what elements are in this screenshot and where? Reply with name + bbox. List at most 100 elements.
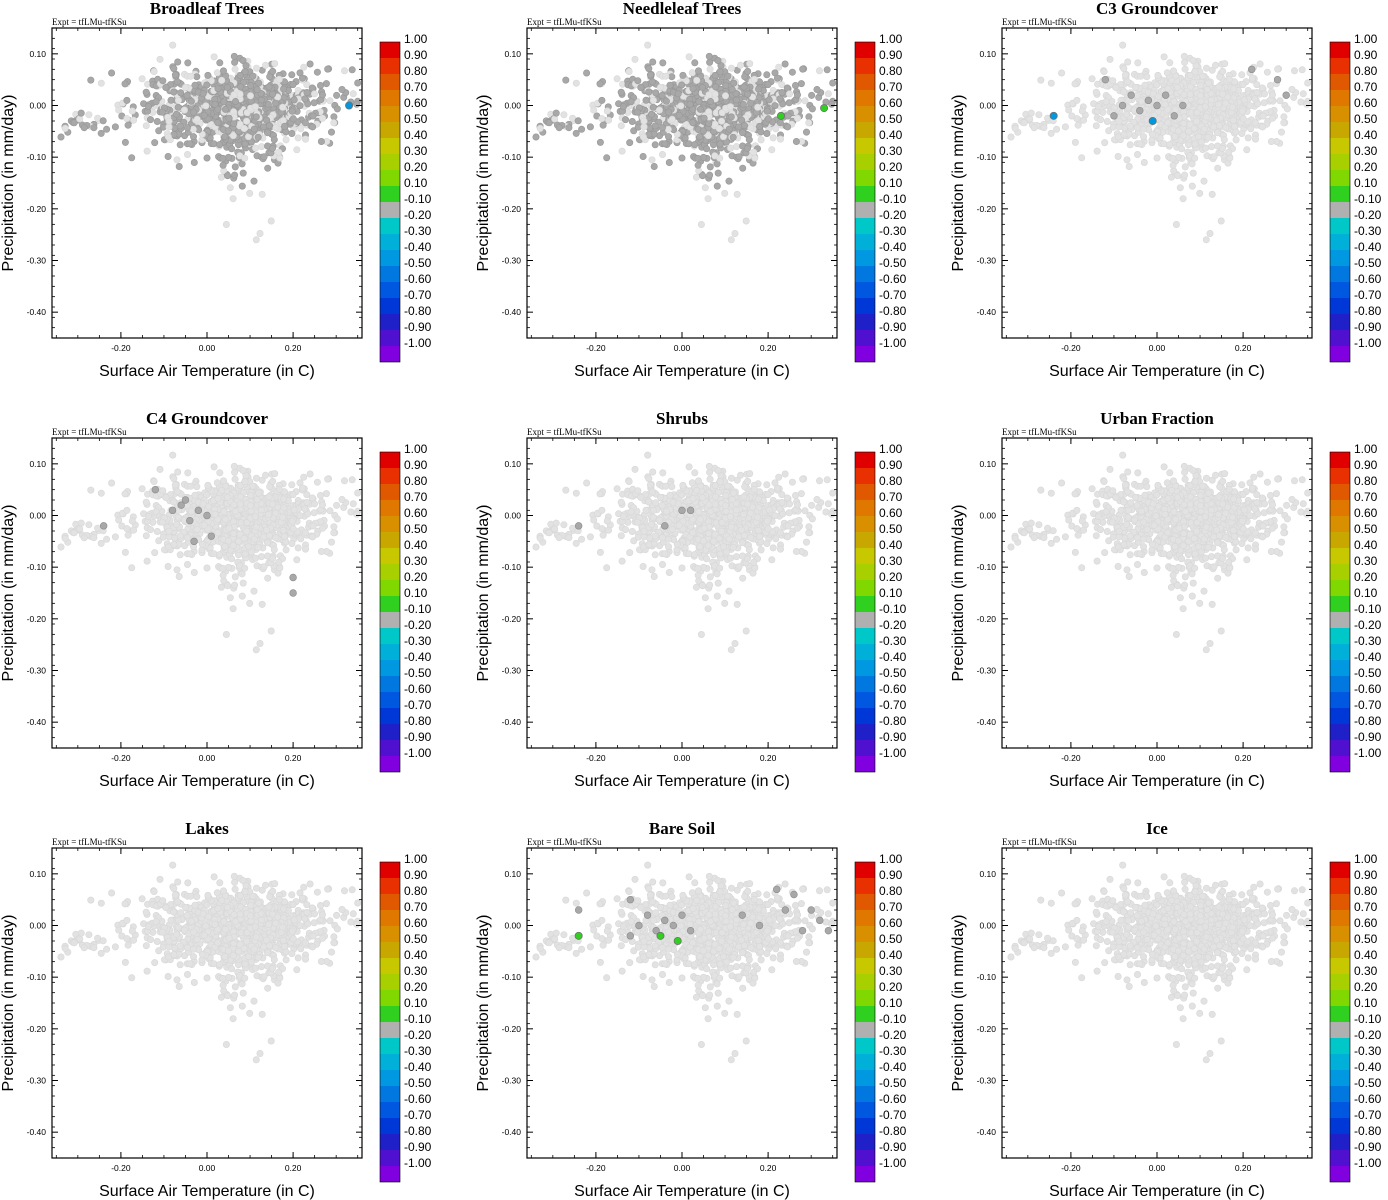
neutral-point <box>147 116 155 124</box>
background-point <box>1221 60 1229 68</box>
background-point <box>1304 79 1312 87</box>
colorbar-swatch <box>1330 298 1350 314</box>
neutral-point <box>253 86 261 94</box>
neutral-point <box>699 172 707 180</box>
expt-label: Expt = tfLMu-tfKSu <box>52 427 127 437</box>
colorbar-label: -0.10 <box>404 192 432 206</box>
background-point <box>1238 107 1246 115</box>
neutral-point <box>1118 101 1127 110</box>
neutral-point <box>763 107 771 115</box>
background-point <box>223 493 231 501</box>
background-point <box>1260 99 1268 107</box>
background-point <box>1149 90 1157 98</box>
background-point <box>143 557 151 565</box>
colorbar-label: -0.90 <box>1354 320 1382 334</box>
background-point <box>750 148 758 156</box>
background-point <box>1263 68 1271 76</box>
background-point <box>294 544 302 552</box>
background-point <box>1123 110 1131 118</box>
background-point <box>229 132 237 140</box>
neutral-point <box>77 109 85 117</box>
highlighted-point <box>777 111 786 120</box>
background-point <box>1121 71 1129 79</box>
background-point <box>1123 156 1131 164</box>
background-point <box>243 527 251 535</box>
background-point <box>1171 133 1179 141</box>
neutral-point <box>805 113 813 121</box>
background-point <box>733 190 741 198</box>
colorbar-swatch <box>1330 42 1350 58</box>
background-point <box>1123 78 1131 86</box>
neutral-point <box>210 140 218 148</box>
background-point <box>306 470 314 478</box>
background-point <box>1206 230 1214 238</box>
colorbar-label: 0.20 <box>879 160 903 174</box>
colorbar-swatch <box>380 314 400 330</box>
colorbar-swatch <box>855 170 875 186</box>
background-point <box>214 495 222 503</box>
neutral-point <box>598 96 606 104</box>
neutral-point <box>738 116 746 124</box>
colorbar-swatch <box>855 138 875 154</box>
background-point <box>1103 118 1111 126</box>
neutral-point <box>309 112 317 120</box>
neutral-point <box>111 123 119 131</box>
background-point <box>247 92 255 100</box>
neutral-point <box>155 127 163 135</box>
background-point <box>123 506 131 514</box>
colorbar-swatch <box>1330 186 1350 202</box>
background-point <box>1267 82 1275 90</box>
y-axis-label: Precipitation (in mm/day) <box>950 95 967 272</box>
neutral-point <box>1273 75 1282 84</box>
neutral-point <box>333 105 341 113</box>
expt-label: Expt = tfLMu-tfKSu <box>52 17 127 27</box>
colorbar-swatch <box>1330 234 1350 250</box>
y-axis-label: Precipitation (in mm/day) <box>475 95 492 272</box>
neutral-point <box>220 98 228 106</box>
background-point <box>164 562 172 570</box>
background-point <box>726 103 734 111</box>
background-point <box>1166 141 1174 149</box>
background-point <box>1276 97 1284 105</box>
neutral-point <box>586 123 594 131</box>
background-point <box>210 463 218 471</box>
neutral-point <box>765 96 773 104</box>
highlighted-point <box>820 104 829 113</box>
background-point <box>173 520 181 528</box>
neutral-point <box>689 119 697 127</box>
neutral-point <box>239 169 247 177</box>
background-point <box>750 75 758 83</box>
x-tick-label: 0.00 <box>1149 343 1166 353</box>
background-point <box>142 532 150 540</box>
neutral-point <box>289 81 297 89</box>
background-point <box>1299 90 1307 98</box>
background-point <box>1163 69 1171 77</box>
neutral-point <box>619 103 627 111</box>
neutral-point <box>260 153 268 161</box>
background-point <box>115 516 123 524</box>
background-point <box>280 495 288 503</box>
neutral-point <box>662 97 670 105</box>
colorbar-label: 0.90 <box>1354 48 1378 62</box>
background-point <box>590 106 598 114</box>
neutral-point <box>735 153 743 161</box>
background-point <box>261 61 269 69</box>
background-point <box>716 154 724 162</box>
y-tick-label: -0.10 <box>977 152 997 162</box>
colorbar-swatch <box>1330 170 1350 186</box>
panel-title: Broadleaf Trees <box>150 0 265 18</box>
background-point <box>147 526 155 534</box>
neutral-point <box>353 100 361 108</box>
neutral-point <box>555 124 563 132</box>
neutral-point <box>301 95 309 103</box>
background-point <box>213 69 221 77</box>
neutral-point <box>1153 101 1161 110</box>
neutral-point <box>272 99 280 107</box>
background-point <box>1212 61 1220 69</box>
background-point <box>327 538 335 546</box>
neutral-point <box>124 121 132 129</box>
background-point <box>1112 84 1120 92</box>
neutral-point <box>763 71 771 79</box>
background-point <box>1065 106 1073 114</box>
background-point <box>253 474 261 482</box>
